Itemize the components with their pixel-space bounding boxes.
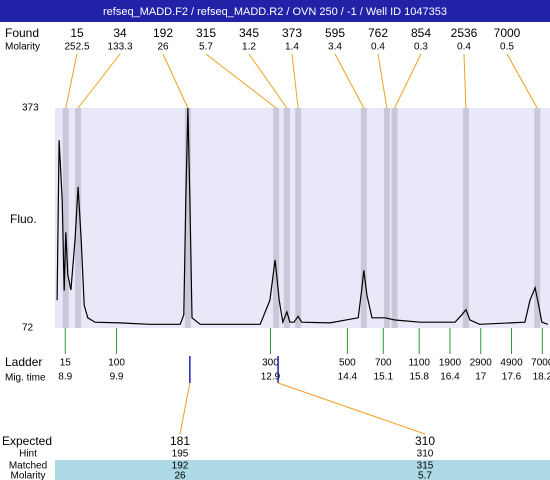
peak-band bbox=[75, 108, 82, 328]
found-molarity: 0.4 bbox=[371, 42, 385, 53]
peak-band bbox=[383, 108, 390, 328]
title-bar bbox=[0, 0, 550, 22]
molarity-label: Molarity bbox=[5, 42, 40, 53]
peak-connector bbox=[205, 53, 277, 109]
found-molarity: 3.4 bbox=[328, 42, 342, 53]
ladder-time: 12.9 bbox=[261, 372, 281, 383]
found-size: 192 bbox=[153, 26, 173, 40]
found-molarity: 1.4 bbox=[285, 42, 299, 53]
found-size: 7000 bbox=[494, 26, 521, 40]
peak-connector bbox=[463, 53, 467, 109]
expected-hint: 310 bbox=[417, 449, 434, 460]
ladder-time: 18.2 bbox=[533, 372, 550, 383]
ladder-time: 15.8 bbox=[409, 372, 429, 383]
ladder-size: 500 bbox=[339, 358, 356, 369]
expected-expected: 181 bbox=[170, 434, 190, 448]
found-size: 762 bbox=[368, 26, 388, 40]
peak-band bbox=[462, 108, 469, 328]
found-size: 15 bbox=[70, 26, 84, 40]
ladder-size: 7000 bbox=[531, 358, 550, 369]
expected-connector bbox=[179, 382, 191, 435]
y-axis-label: Fluo. bbox=[10, 212, 37, 226]
peak-band bbox=[184, 108, 191, 328]
found-size: 315 bbox=[196, 26, 216, 40]
found-molarity: 1.2 bbox=[242, 42, 256, 53]
ladder-time: 9.9 bbox=[110, 372, 124, 383]
found-molarity: 0.5 bbox=[500, 42, 514, 53]
ladder-time: 8.9 bbox=[58, 372, 72, 383]
expected-hint: 195 bbox=[172, 449, 189, 460]
peak-connector bbox=[77, 53, 121, 109]
ladder-size: 1900 bbox=[439, 358, 462, 369]
expected-expected: 310 bbox=[415, 434, 435, 448]
expected-row-label: Matched bbox=[9, 461, 47, 472]
trace bbox=[56, 107, 549, 325]
peak-band bbox=[534, 108, 541, 328]
peak-connector bbox=[65, 53, 78, 109]
found-size: 2536 bbox=[451, 26, 478, 40]
ladder-size: 100 bbox=[108, 358, 125, 369]
matched-highlight bbox=[55, 460, 550, 480]
peak-band bbox=[273, 108, 280, 328]
y-tick-label: 72 bbox=[22, 323, 34, 334]
peak-connector bbox=[291, 53, 299, 109]
peak-connector bbox=[248, 53, 288, 109]
expected-matched: 192 bbox=[172, 461, 189, 472]
plot-area bbox=[55, 108, 550, 328]
found-label: Found bbox=[5, 26, 39, 40]
ladder-time: 15.1 bbox=[374, 372, 394, 383]
found-molarity: 252.5 bbox=[64, 42, 89, 53]
peak-band bbox=[283, 108, 290, 328]
ladder-time: 17.6 bbox=[502, 372, 522, 383]
found-molarity: 26 bbox=[157, 42, 169, 53]
ladder-time: 14.4 bbox=[338, 372, 358, 383]
expected-row-label: Hint bbox=[19, 449, 37, 460]
ladder-size: 300 bbox=[262, 358, 279, 369]
ladder-label: Ladder bbox=[5, 355, 42, 369]
peak-connector bbox=[334, 53, 365, 109]
peak-connector bbox=[394, 53, 422, 109]
found-molarity: 5.7 bbox=[199, 42, 213, 53]
found-molarity: 0.3 bbox=[414, 42, 428, 53]
ladder-time: 16.4 bbox=[440, 372, 460, 383]
found-molarity: 0.4 bbox=[457, 42, 471, 53]
expected-molarity: 5.7 bbox=[418, 471, 432, 480]
peak-band bbox=[360, 108, 367, 328]
ladder-size: 15 bbox=[60, 358, 72, 369]
title: refseq_MADD.F2 / refseq_MADD.R2 / OVN 25… bbox=[103, 6, 447, 18]
found-size: 345 bbox=[239, 26, 259, 40]
peak-connector bbox=[377, 53, 388, 109]
ladder-size: 700 bbox=[375, 358, 392, 369]
peak-band bbox=[391, 108, 398, 328]
expected-row-label: Expected bbox=[2, 434, 52, 448]
found-size: 854 bbox=[411, 26, 431, 40]
peak-band bbox=[295, 108, 302, 328]
expected-connector bbox=[277, 382, 426, 435]
found-size: 373 bbox=[282, 26, 302, 40]
found-size: 34 bbox=[113, 26, 127, 40]
ladder-time: 17 bbox=[475, 372, 487, 383]
expected-molarity: 26 bbox=[174, 471, 186, 480]
ladder-size: 4900 bbox=[500, 358, 523, 369]
ladder-size: 2900 bbox=[470, 358, 493, 369]
found-size: 595 bbox=[325, 26, 345, 40]
peak-connector bbox=[162, 53, 189, 109]
ladder-size: 1100 bbox=[408, 358, 430, 369]
mig-time-label: Mig. time bbox=[5, 373, 46, 384]
peak-connector bbox=[506, 53, 538, 109]
expected-row-label: Molarity bbox=[10, 471, 45, 480]
peak-band bbox=[62, 108, 69, 328]
y-tick-label: 373 bbox=[22, 103, 39, 114]
found-molarity: 133.3 bbox=[107, 42, 132, 53]
expected-matched: 315 bbox=[417, 461, 434, 472]
